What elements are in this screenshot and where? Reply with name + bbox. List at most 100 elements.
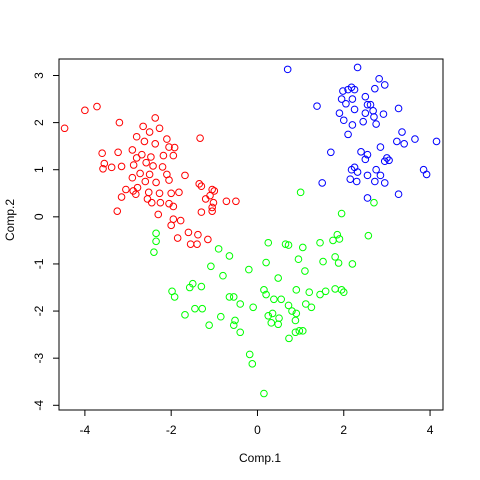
data-point — [181, 171, 189, 180]
points-layer — [60, 63, 441, 398]
data-point — [229, 293, 238, 301]
x-axis: -4 -2 0 2 4 — [80, 409, 434, 437]
data-point — [260, 286, 268, 294]
data-point — [147, 153, 155, 161]
data-point — [337, 209, 346, 218]
y-tick-label: 2 — [32, 119, 46, 126]
data-point — [159, 151, 168, 160]
data-point — [305, 288, 314, 297]
data-point — [222, 197, 231, 206]
data-point — [133, 183, 142, 192]
data-point — [380, 179, 389, 187]
y-tick-label: -4 — [32, 400, 46, 411]
series-1 — [60, 102, 240, 248]
data-point — [113, 207, 122, 215]
data-point — [185, 283, 194, 292]
data-point — [201, 195, 210, 203]
data-point — [270, 295, 278, 304]
data-point — [353, 168, 362, 176]
data-point — [155, 189, 164, 198]
x-tick-label: 0 — [254, 423, 261, 437]
data-point — [380, 157, 389, 166]
data-point — [370, 198, 378, 207]
data-point — [191, 304, 199, 313]
data-point — [197, 182, 206, 191]
data-point — [186, 240, 195, 248]
data-point — [196, 134, 204, 142]
data-point — [335, 109, 344, 117]
data-point — [151, 140, 160, 148]
data-point — [376, 143, 385, 151]
data-point — [195, 180, 204, 188]
data-point — [337, 95, 346, 103]
data-point — [353, 63, 362, 72]
data-point — [149, 162, 157, 170]
data-point — [339, 87, 347, 95]
data-point — [231, 316, 239, 325]
data-point — [169, 151, 178, 160]
data-point — [193, 240, 201, 248]
data-point — [393, 137, 401, 146]
data-point — [370, 113, 378, 121]
data-point — [274, 274, 282, 282]
data-point — [245, 350, 254, 359]
series-3 — [150, 188, 378, 398]
data-point — [194, 230, 202, 239]
data-point — [60, 124, 69, 133]
data-point — [115, 118, 124, 127]
data-point — [394, 104, 403, 113]
data-point — [236, 300, 245, 308]
data-point — [333, 230, 342, 239]
x-tick-label: -2 — [166, 423, 177, 437]
data-point — [143, 195, 152, 203]
data-point — [114, 148, 122, 157]
data-point — [169, 202, 178, 211]
data-point — [411, 135, 419, 143]
data-point — [216, 312, 225, 321]
series-2 — [283, 63, 441, 202]
data-point — [132, 154, 141, 162]
data-point — [136, 169, 144, 178]
y-tick-label: -2 — [32, 305, 46, 316]
data-point — [316, 290, 324, 299]
data-point — [128, 173, 137, 182]
data-point — [313, 102, 321, 110]
data-point — [147, 198, 156, 207]
data-point — [152, 237, 160, 246]
data-point — [329, 236, 337, 245]
data-point — [337, 286, 346, 294]
data-point — [176, 216, 185, 225]
data-point — [394, 190, 403, 199]
data-point — [167, 189, 175, 198]
data-point — [352, 177, 361, 186]
x-tick-label: -4 — [80, 423, 91, 437]
data-point — [229, 321, 238, 329]
data-point — [145, 170, 154, 179]
data-point — [348, 95, 357, 103]
data-point — [371, 177, 379, 186]
data-point — [155, 124, 164, 133]
data-point — [214, 245, 223, 253]
data-point — [291, 328, 300, 337]
data-point — [350, 105, 359, 114]
data-point — [142, 158, 150, 167]
data-point — [152, 229, 160, 238]
data-point — [184, 228, 193, 237]
data-point — [376, 171, 385, 180]
data-point — [379, 110, 388, 118]
y-tick-label: 3 — [32, 72, 46, 79]
data-point — [117, 162, 126, 171]
data-point — [165, 143, 173, 151]
data-point — [301, 267, 309, 275]
data-point — [262, 258, 270, 267]
y-axis: -4 -3 -2 -1 0 1 2 3 — [32, 72, 60, 411]
data-point — [170, 143, 179, 152]
data-point — [291, 316, 300, 325]
data-point — [236, 328, 245, 337]
data-point — [181, 311, 189, 319]
data-point — [169, 215, 178, 223]
data-point — [225, 252, 234, 260]
data-point — [165, 176, 173, 184]
data-point — [117, 193, 126, 201]
data-point — [334, 259, 343, 267]
